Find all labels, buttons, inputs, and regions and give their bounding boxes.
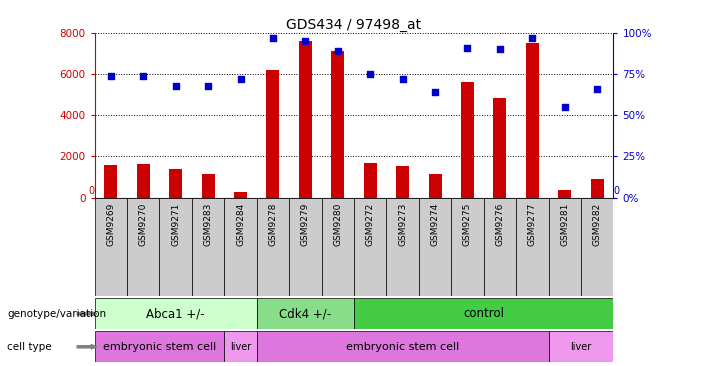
Point bbox=[430, 89, 441, 95]
Bar bbox=[386, 198, 418, 296]
Point bbox=[559, 104, 571, 110]
Point bbox=[267, 35, 278, 41]
Text: GSM9273: GSM9273 bbox=[398, 203, 407, 246]
Point bbox=[397, 76, 408, 82]
Bar bbox=[549, 198, 581, 296]
Text: GSM9276: GSM9276 bbox=[496, 203, 505, 246]
Title: GDS434 / 97498_at: GDS434 / 97498_at bbox=[287, 18, 421, 32]
Bar bbox=[354, 198, 386, 296]
Text: GSM9275: GSM9275 bbox=[463, 203, 472, 246]
Text: GSM9274: GSM9274 bbox=[430, 203, 440, 246]
Bar bbox=[257, 331, 549, 362]
Bar bbox=[581, 198, 613, 296]
Text: 0: 0 bbox=[88, 186, 95, 196]
Bar bbox=[591, 179, 604, 198]
Text: liver: liver bbox=[230, 342, 251, 352]
Point bbox=[365, 71, 376, 77]
Point bbox=[235, 76, 246, 82]
Bar bbox=[257, 298, 354, 329]
Bar bbox=[396, 166, 409, 198]
Point bbox=[300, 38, 311, 44]
Point bbox=[462, 45, 473, 51]
Text: control: control bbox=[463, 307, 504, 320]
Bar bbox=[299, 41, 312, 198]
Bar bbox=[95, 298, 257, 329]
Text: GSM9272: GSM9272 bbox=[366, 203, 375, 246]
Text: genotype/variation: genotype/variation bbox=[7, 309, 106, 319]
Bar bbox=[451, 198, 484, 296]
Bar bbox=[127, 198, 160, 296]
Bar bbox=[516, 198, 549, 296]
Text: embryonic stem cell: embryonic stem cell bbox=[346, 342, 459, 352]
Bar bbox=[104, 165, 117, 198]
Text: cell type: cell type bbox=[7, 342, 52, 352]
Bar bbox=[526, 43, 539, 198]
Bar bbox=[95, 331, 224, 362]
Text: GSM9271: GSM9271 bbox=[171, 203, 180, 246]
Text: liver: liver bbox=[571, 342, 592, 352]
Bar bbox=[192, 198, 224, 296]
Text: GSM9281: GSM9281 bbox=[560, 203, 569, 246]
Bar bbox=[169, 169, 182, 198]
Text: GSM9277: GSM9277 bbox=[528, 203, 537, 246]
Text: GSM9284: GSM9284 bbox=[236, 203, 245, 246]
Point bbox=[203, 83, 214, 89]
Bar bbox=[202, 174, 215, 198]
Bar bbox=[484, 198, 516, 296]
Point bbox=[137, 73, 149, 79]
Text: Cdk4 +/-: Cdk4 +/- bbox=[279, 307, 332, 320]
Bar bbox=[137, 164, 150, 198]
Bar bbox=[428, 174, 442, 198]
Bar bbox=[418, 198, 451, 296]
Bar bbox=[257, 198, 290, 296]
Bar bbox=[354, 298, 613, 329]
Point bbox=[526, 35, 538, 41]
Bar bbox=[290, 198, 322, 296]
Bar bbox=[224, 198, 257, 296]
Text: 0: 0 bbox=[613, 186, 620, 196]
Text: GSM9279: GSM9279 bbox=[301, 203, 310, 246]
Text: GSM9282: GSM9282 bbox=[592, 203, 601, 246]
Bar bbox=[364, 163, 376, 198]
Bar bbox=[332, 52, 344, 198]
Text: GSM9280: GSM9280 bbox=[333, 203, 342, 246]
Bar bbox=[266, 70, 280, 198]
Point bbox=[105, 73, 116, 79]
Point bbox=[494, 46, 505, 52]
Text: GSM9278: GSM9278 bbox=[268, 203, 278, 246]
Point bbox=[592, 86, 603, 92]
Bar bbox=[558, 190, 571, 198]
Text: GSM9269: GSM9269 bbox=[107, 203, 116, 246]
Text: GSM9270: GSM9270 bbox=[139, 203, 148, 246]
Bar bbox=[234, 192, 247, 198]
Text: embryonic stem cell: embryonic stem cell bbox=[103, 342, 216, 352]
Bar bbox=[494, 98, 506, 198]
Text: GSM9283: GSM9283 bbox=[203, 203, 212, 246]
Bar bbox=[95, 198, 127, 296]
Text: Abca1 +/-: Abca1 +/- bbox=[147, 307, 205, 320]
Bar bbox=[461, 82, 474, 198]
Bar bbox=[224, 331, 257, 362]
Point bbox=[332, 48, 343, 54]
Bar bbox=[160, 198, 192, 296]
Point bbox=[170, 83, 182, 89]
Bar bbox=[549, 331, 613, 362]
Bar bbox=[322, 198, 354, 296]
